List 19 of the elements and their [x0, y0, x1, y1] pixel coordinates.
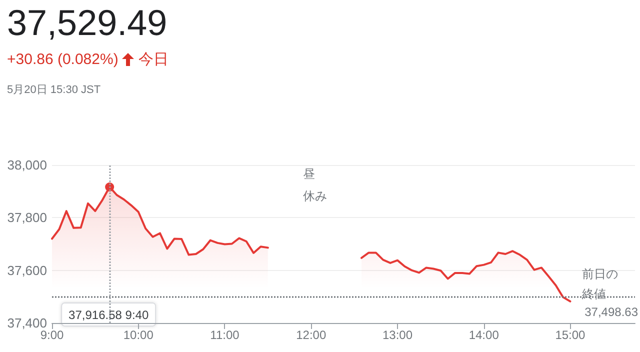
x-tick-label: 14:00 [468, 328, 500, 342]
annotation: 37,498.63 [584, 305, 638, 320]
chart-title: 37,529.49 [7, 2, 168, 44]
text: 5月20日 15:30 JST [7, 83, 101, 97]
x-tick-label: 12:00 [296, 328, 326, 342]
chart-subtitle: +30.86 (0.082%) [7, 51, 118, 68]
x-tick-label: 9:00 [40, 328, 64, 342]
x-tick-label: 15:00 [555, 328, 586, 342]
text: 今日 [138, 50, 168, 69]
annotation: 昼 [303, 167, 316, 181]
y-tick-label: 37,800 [7, 210, 47, 226]
annotation: 37,916.58 9:40 [68, 308, 149, 322]
x-tick-label: 11:00 [210, 328, 240, 342]
x-tick-label: 10:00 [123, 328, 154, 342]
x-tick-label: 13:00 [382, 328, 413, 342]
y-tick-label: 38,000 [7, 158, 47, 172]
y-tick-label: 37,400 [7, 316, 47, 330]
annotation: 休み [303, 189, 328, 203]
y-tick-label: 37,600 [7, 262, 47, 278]
